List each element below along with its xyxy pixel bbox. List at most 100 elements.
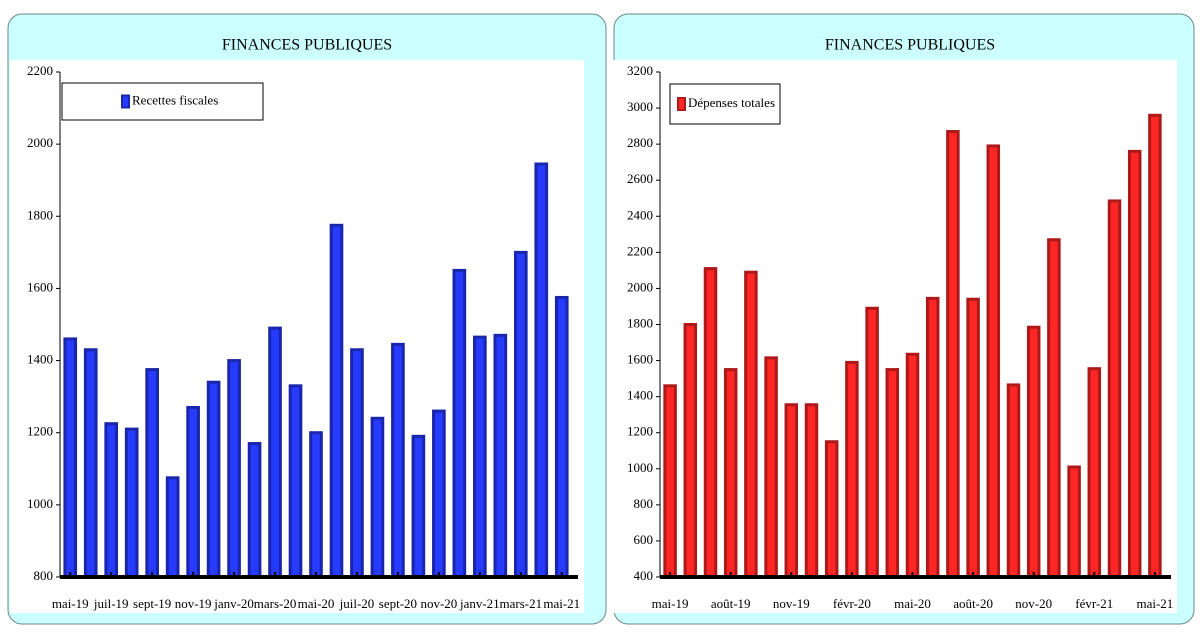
x-tick-label: mai-20 (894, 596, 931, 611)
y-tick-label: 2600 (627, 171, 653, 186)
y-tick-label: 2400 (627, 207, 653, 222)
y-tick-label: 2200 (27, 63, 53, 78)
bar (1127, 149, 1142, 579)
bar (124, 427, 139, 579)
bar (268, 326, 282, 579)
x-tick-label: févr-20 (833, 596, 871, 611)
y-tick-label: 800 (34, 568, 54, 583)
bar (83, 348, 98, 579)
bar (391, 342, 405, 579)
legend-label: Dépenses totales (688, 95, 775, 110)
bar (63, 337, 78, 579)
bar (966, 297, 980, 579)
chart-title: FINANCES PUBLIQUES (825, 37, 995, 54)
bar (288, 384, 303, 579)
bar (865, 306, 879, 579)
legend-swatch (121, 94, 130, 109)
x-tick-label: sept-20 (379, 596, 417, 611)
bar (473, 335, 487, 579)
y-tick-label: 3000 (627, 99, 653, 114)
x-tick-label: janv-20 (213, 596, 254, 611)
legend-swatch (677, 97, 686, 111)
y-tick-label: 1200 (27, 424, 53, 439)
x-tick-label: août-20 (953, 596, 993, 611)
x-tick-label: juil-20 (339, 596, 375, 611)
y-tick-label: 400 (634, 568, 654, 583)
x-tick-label: nov-19 (175, 596, 212, 611)
y-tick-label: 2000 (627, 279, 653, 294)
bar (986, 144, 1001, 579)
bar (703, 267, 718, 579)
y-tick-label: 1000 (27, 496, 53, 511)
y-tick-label: 1800 (627, 315, 653, 330)
bar (554, 295, 569, 579)
bar (104, 422, 119, 579)
y-tick-label: 1400 (627, 388, 653, 403)
x-tick-label: sept-19 (133, 596, 171, 611)
bar (186, 405, 200, 579)
bar (513, 250, 528, 579)
x-tick-label: nov-20 (1015, 596, 1052, 611)
bar (145, 368, 159, 579)
x-tick-label: juil-19 (93, 596, 129, 611)
bar (925, 296, 940, 579)
bar (1026, 325, 1041, 579)
y-tick-label: 2800 (627, 135, 653, 150)
bar (784, 403, 799, 579)
bar (764, 356, 778, 579)
bar (165, 476, 180, 579)
x-tick-label: mai-21 (543, 596, 580, 611)
x-tick-label: mars-20 (254, 596, 297, 611)
x-tick-label: mai-20 (298, 596, 335, 611)
bar (744, 270, 758, 579)
bar (227, 359, 241, 579)
bar (824, 440, 839, 579)
bar (247, 442, 262, 579)
bar (370, 416, 385, 579)
bar (432, 409, 446, 579)
bar (946, 130, 960, 579)
y-tick-label: 1400 (27, 352, 53, 367)
x-tick-label: mai-19 (652, 596, 689, 611)
y-tick-label: 800 (634, 496, 654, 511)
x-tick-label: nov-20 (420, 596, 457, 611)
bar (905, 352, 920, 579)
x-tick-label: févr-21 (1075, 596, 1113, 611)
x-tick-label: mai-21 (1136, 596, 1173, 611)
bar (804, 403, 819, 579)
bar (1107, 199, 1122, 579)
bar (411, 434, 426, 579)
bar (534, 162, 549, 579)
legend (61, 82, 264, 121)
y-tick-label: 1200 (627, 424, 653, 439)
y-tick-label: 1800 (27, 207, 53, 222)
bar (683, 323, 698, 579)
bar (885, 368, 900, 579)
y-tick-label: 2200 (627, 243, 653, 258)
x-tick-label: mai-19 (52, 596, 89, 611)
bar (493, 333, 508, 579)
legend (669, 83, 781, 125)
legend-label: Recettes fiscales (132, 92, 218, 107)
x-tick-label: mars-21 (499, 596, 542, 611)
y-tick-label: 3200 (627, 63, 653, 78)
x-tick-label: janv-21 (459, 596, 500, 611)
y-tick-label: 600 (634, 532, 654, 547)
bar (663, 384, 677, 579)
bar (452, 268, 467, 579)
bar (329, 223, 344, 579)
bar (1067, 465, 1081, 579)
x-tick-label: nov-19 (773, 596, 810, 611)
bar (845, 360, 859, 579)
bar (1006, 383, 1021, 579)
x-tick-label: août-19 (711, 596, 751, 611)
bar (1047, 238, 1061, 579)
bar (723, 368, 738, 579)
bar (1148, 113, 1162, 579)
y-tick-label: 1600 (27, 279, 53, 294)
bar (1087, 367, 1102, 579)
y-tick-label: 2000 (27, 135, 53, 150)
chart-title: FINANCES PUBLIQUES (222, 37, 392, 54)
